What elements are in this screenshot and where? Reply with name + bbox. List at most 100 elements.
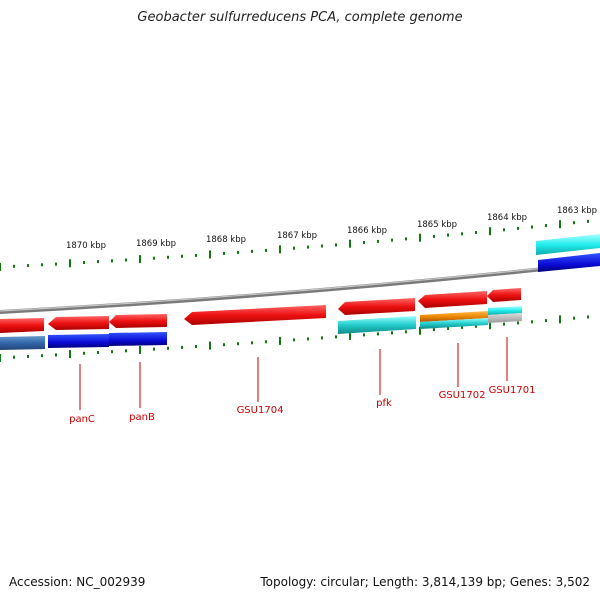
gene-label-GSU1701: GSU1701 bbox=[489, 385, 536, 396]
ruler-minor-tick bbox=[97, 351, 99, 354]
ruler-minor-tick bbox=[181, 345, 183, 349]
ruler-minor-tick bbox=[545, 224, 547, 228]
ruler-minor-tick bbox=[27, 264, 29, 268]
ruler-minor-tick bbox=[55, 353, 57, 357]
ruler-minor-tick bbox=[97, 260, 99, 264]
ruler-minor-tick bbox=[13, 264, 15, 268]
feature-blue-panB bbox=[109, 332, 167, 346]
ruler-label: 1868 kbp bbox=[206, 235, 246, 245]
ruler-minor-tick bbox=[265, 248, 267, 252]
ruler-major-tick bbox=[0, 354, 1, 362]
ruler-major-tick bbox=[209, 341, 211, 350]
gene-labels: panC panB GSU1704 pfk GSU1702 GSU1701 bbox=[69, 385, 535, 425]
ruler-minor-tick bbox=[405, 330, 407, 334]
ruler-minor-tick bbox=[321, 244, 323, 248]
ruler-minor-tick bbox=[111, 259, 113, 263]
ruler-minor-tick bbox=[153, 347, 155, 351]
ruler-major-tick bbox=[69, 350, 71, 359]
ruler-major-tick bbox=[489, 321, 491, 330]
feature-grey-GSU1701 bbox=[488, 313, 522, 323]
ruler-major-tick bbox=[139, 346, 141, 354]
ruler-minor-tick bbox=[377, 239, 379, 243]
ruler-minor-tick bbox=[125, 349, 127, 353]
ruler-minor-tick bbox=[251, 249, 253, 253]
ruler-minor-tick bbox=[531, 320, 533, 324]
ruler-minor-tick bbox=[461, 232, 463, 236]
feature-blue-outer bbox=[538, 253, 600, 272]
ruler-minor-tick bbox=[433, 234, 435, 238]
gene-label-panC: panC bbox=[69, 414, 95, 425]
ruler-minor-tick bbox=[573, 316, 575, 320]
gene-label-panB: panB bbox=[129, 412, 155, 423]
ruler-minor-tick bbox=[153, 256, 155, 260]
map-title: Geobacter sulfurreducens PCA, complete g… bbox=[137, 10, 463, 25]
feature-red-pfk bbox=[338, 298, 415, 315]
ruler-major-tick bbox=[209, 250, 211, 259]
ruler-major-tick bbox=[279, 336, 281, 345]
ruler-minor-tick bbox=[475, 231, 477, 234]
ruler-major-tick bbox=[349, 331, 351, 340]
outer-ruler-dots bbox=[0, 219, 589, 271]
ruler-minor-tick bbox=[293, 338, 295, 342]
ruler-minor-tick bbox=[223, 343, 225, 347]
ruler-major-tick bbox=[0, 263, 1, 271]
ruler-minor-tick bbox=[461, 325, 463, 329]
ruler-minor-tick bbox=[251, 341, 253, 345]
ruler-minor-tick bbox=[181, 254, 183, 258]
gene-leader-lines bbox=[79, 337, 508, 410]
accession-text: Accession: NC_002939 bbox=[9, 575, 146, 589]
ruler-minor-tick bbox=[517, 226, 519, 230]
ruler-label: 1867 kbp bbox=[277, 231, 317, 241]
ruler-minor-tick bbox=[335, 335, 337, 339]
ruler-major-tick bbox=[349, 239, 351, 248]
ruler-minor-tick bbox=[433, 328, 435, 332]
feature-red-GSU1704 bbox=[184, 305, 326, 325]
feature-red-1 bbox=[0, 318, 44, 333]
feature-cyan-pfk bbox=[338, 316, 416, 334]
feature-red-panB bbox=[109, 314, 167, 328]
ruler-major-tick bbox=[69, 259, 71, 268]
ruler-minor-tick bbox=[587, 315, 589, 319]
ruler-major-tick bbox=[559, 220, 561, 229]
ruler-minor-tick bbox=[83, 351, 85, 355]
feature-red-GSU1702 bbox=[418, 291, 487, 308]
ruler-major-tick bbox=[419, 233, 421, 242]
ruler-minor-tick bbox=[41, 263, 43, 267]
ruler-minor-tick bbox=[587, 219, 589, 223]
ruler-minor-tick bbox=[27, 355, 29, 358]
genome-summary-text: Topology: circular; Length: 3,814,139 bp… bbox=[260, 575, 590, 589]
ruler-minor-tick bbox=[447, 233, 449, 237]
ruler-minor-tick bbox=[167, 255, 169, 259]
gene-label-GSU1704: GSU1704 bbox=[237, 405, 284, 416]
ruler-major-tick bbox=[279, 245, 281, 254]
ruler-minor-tick bbox=[517, 321, 519, 325]
gene-label-pfk: pfk bbox=[376, 398, 392, 409]
feature-steel bbox=[0, 336, 45, 350]
ruler-minor-tick bbox=[167, 346, 169, 350]
ruler-minor-tick bbox=[41, 354, 43, 358]
feature-cyan-GSU1701 bbox=[488, 306, 522, 315]
feature-cyan-GSU1702 bbox=[420, 318, 488, 329]
ruler-label: 1870 kbp bbox=[66, 241, 106, 251]
ruler-minor-tick bbox=[391, 238, 393, 242]
ruler-label: 1869 kbp bbox=[136, 239, 176, 249]
ruler-minor-tick bbox=[307, 337, 309, 341]
ruler-major-tick bbox=[489, 227, 491, 236]
ruler-minor-tick bbox=[377, 332, 379, 336]
gene-label-GSU1702: GSU1702 bbox=[439, 390, 486, 401]
ruler-minor-tick bbox=[125, 258, 127, 262]
ruler-minor-tick bbox=[83, 261, 85, 264]
feature-orange-GSU1702 bbox=[420, 311, 488, 322]
feature-blue-panC bbox=[48, 334, 109, 348]
ruler-minor-tick bbox=[265, 340, 267, 344]
ruler-minor-tick bbox=[223, 251, 225, 255]
ruler-minor-tick bbox=[293, 246, 295, 250]
ruler-minor-tick bbox=[573, 221, 575, 225]
ruler-minor-tick bbox=[475, 324, 477, 328]
ruler-minor-tick bbox=[391, 331, 393, 335]
ruler-minor-tick bbox=[13, 355, 15, 359]
ruler-label: 1863 kbp bbox=[557, 206, 597, 216]
ruler-minor-tick bbox=[237, 250, 239, 254]
inner-ruler-dots bbox=[0, 315, 589, 362]
